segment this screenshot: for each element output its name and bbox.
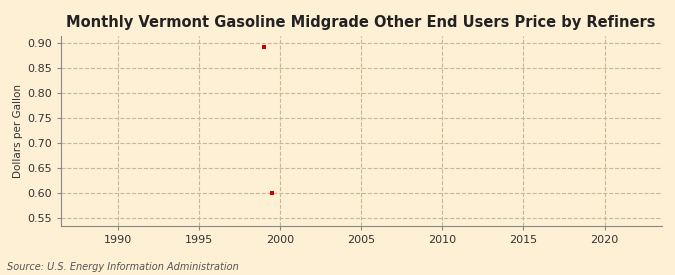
Y-axis label: Dollars per Gallon: Dollars per Gallon <box>13 84 23 178</box>
Text: Source: U.S. Energy Information Administration: Source: U.S. Energy Information Administ… <box>7 262 238 272</box>
Title: Monthly Vermont Gasoline Midgrade Other End Users Price by Refiners: Monthly Vermont Gasoline Midgrade Other … <box>66 15 656 31</box>
